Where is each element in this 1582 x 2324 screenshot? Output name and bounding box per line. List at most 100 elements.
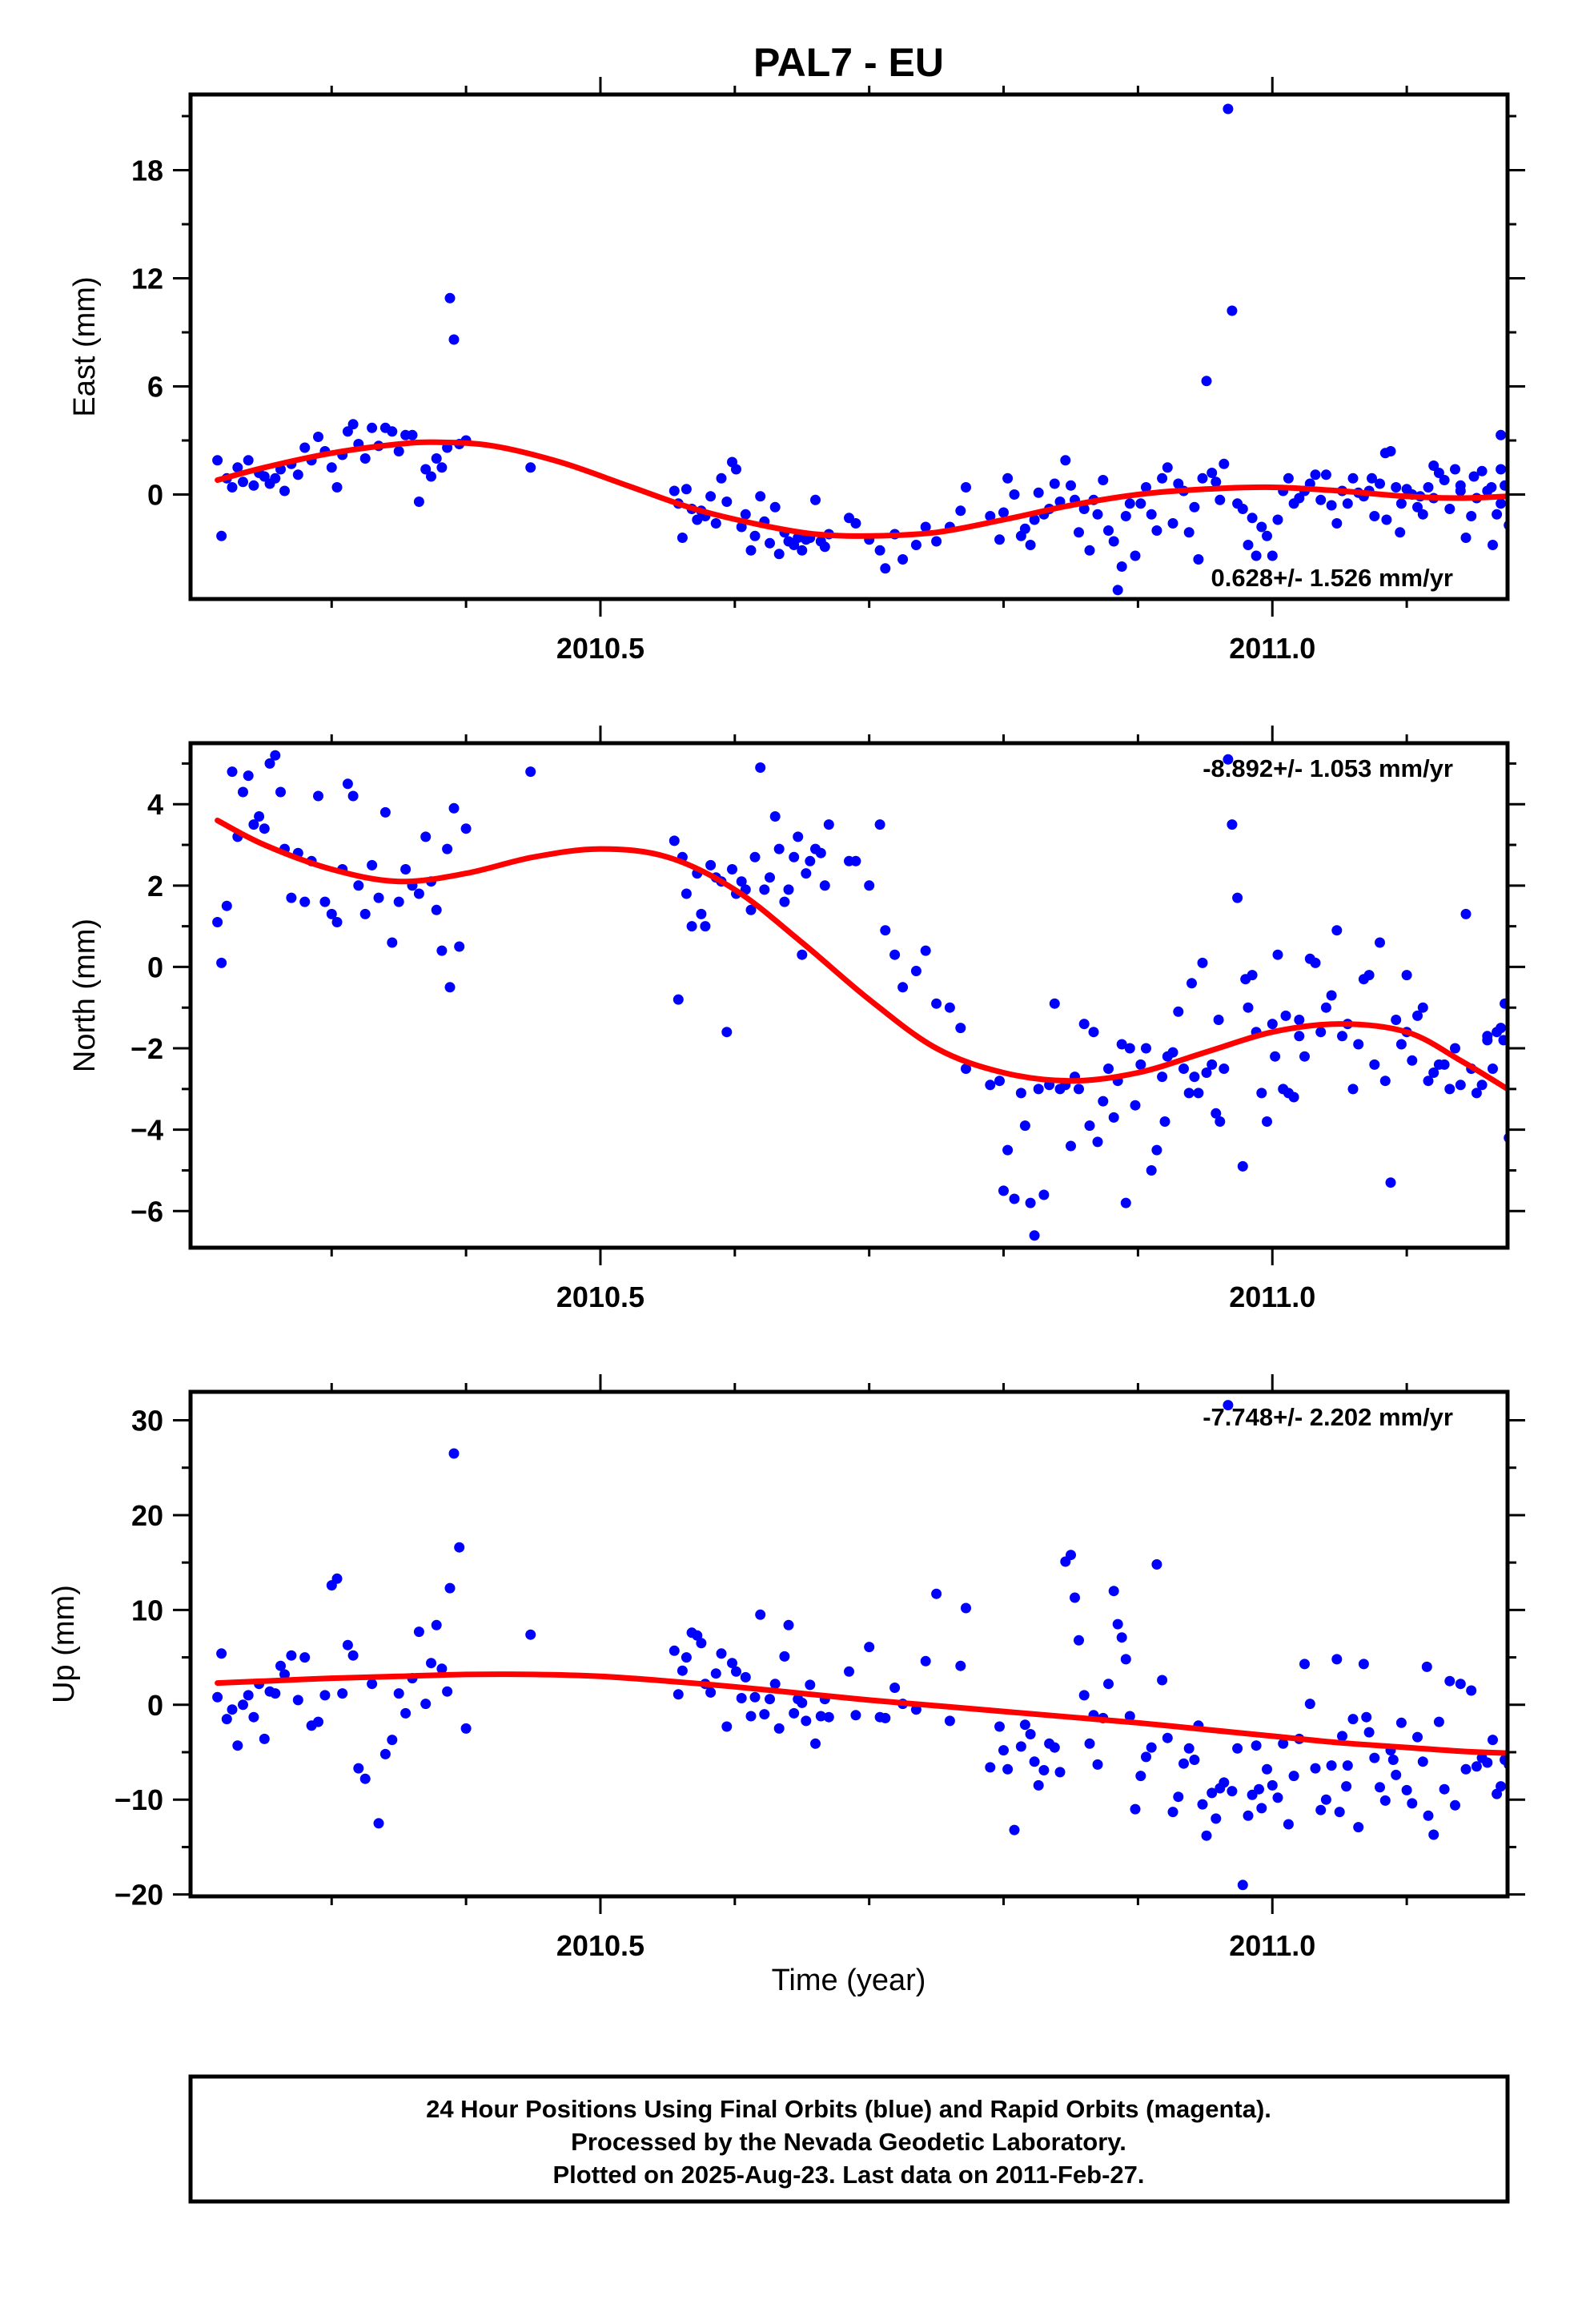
north-data-point — [1375, 937, 1385, 948]
north-data-point — [1460, 908, 1472, 919]
east-data-point — [1272, 514, 1283, 525]
up-data-point — [696, 1638, 707, 1649]
north-data-point — [275, 786, 286, 798]
east-data-point — [810, 494, 821, 505]
up-data-point — [436, 1663, 448, 1675]
east-data-point — [994, 534, 1005, 545]
east-data-point — [238, 476, 248, 488]
up-data-point — [1341, 1781, 1352, 1792]
north-data-point — [319, 896, 331, 907]
up-data-point — [1015, 1741, 1026, 1752]
north-data-point — [413, 888, 424, 899]
north-data-point — [759, 884, 770, 895]
north-data-point — [387, 937, 398, 948]
up-data-point — [373, 1818, 384, 1829]
up-data-point — [379, 1748, 391, 1759]
north-y-tick-label: 4 — [147, 788, 163, 821]
east-data-point — [745, 545, 757, 556]
north-y-tick-label: −4 — [130, 1114, 163, 1147]
north-data-point — [1183, 1088, 1195, 1099]
up-data-point — [1444, 1675, 1456, 1687]
north-data-point — [1178, 1063, 1189, 1074]
north-data-point — [313, 790, 323, 802]
north-data-point — [1294, 1031, 1305, 1042]
north-data-point — [1337, 1031, 1347, 1042]
east-data-point — [212, 455, 223, 466]
up-data-point — [805, 1679, 816, 1691]
up-data-point — [227, 1704, 238, 1715]
east-data-point — [955, 505, 966, 517]
east-data-point — [216, 530, 227, 541]
north-data-point — [1009, 1193, 1020, 1204]
footer-line-1: 24 Hour Positions Using Final Orbits (bl… — [426, 2095, 1271, 2123]
up-data-point — [1033, 1779, 1044, 1791]
east-data-point — [1243, 540, 1254, 550]
east-data-point — [1019, 523, 1030, 534]
up-data-point — [1369, 1752, 1380, 1763]
north-data-point — [353, 880, 364, 891]
north-data-point — [1120, 1197, 1131, 1208]
up-y-tick-label: −20 — [114, 1879, 163, 1912]
east-data-point — [1385, 446, 1396, 456]
east-data-point — [331, 482, 343, 493]
north-data-point — [460, 823, 472, 834]
up-data-point — [1256, 1803, 1267, 1814]
east-data-point — [1173, 478, 1184, 489]
north-data-point — [1019, 1120, 1030, 1132]
north-data-point — [1237, 1160, 1248, 1172]
north-data-point — [1124, 1043, 1135, 1054]
north-data-point — [347, 790, 359, 802]
up-data-point — [1251, 1740, 1262, 1751]
up-data-point — [1025, 1729, 1036, 1739]
north-data-point — [259, 823, 270, 834]
north-x-tick-label: 2011.0 — [1229, 1281, 1315, 1313]
north-data-point — [248, 819, 259, 830]
up-data-point — [1326, 1760, 1337, 1771]
east-data-point — [1326, 500, 1337, 511]
up-x-tick-label: 2011.0 — [1229, 1929, 1315, 1962]
north-data-point — [373, 892, 384, 903]
north-data-point — [1002, 1144, 1014, 1156]
up-data-point — [1407, 1798, 1418, 1809]
east-data-point — [413, 497, 424, 507]
up-data-point — [1471, 1761, 1482, 1772]
up-data-point — [1151, 1559, 1162, 1570]
up-data-point — [1283, 1819, 1294, 1830]
north-data-point — [254, 811, 265, 822]
up-data-point — [673, 1689, 684, 1700]
up-data-point — [769, 1679, 781, 1690]
up-data-point — [448, 1448, 460, 1459]
east-data-point — [1116, 561, 1127, 572]
up-data-point — [944, 1715, 955, 1727]
north-data-point — [727, 864, 737, 875]
east-data-point — [347, 419, 359, 430]
north-data-point — [454, 941, 465, 952]
north-data-point — [227, 766, 238, 778]
up-data-point — [1466, 1685, 1477, 1696]
up-data-point — [1334, 1807, 1345, 1818]
east-data-point — [1267, 550, 1278, 561]
east-data-point — [1391, 482, 1402, 493]
up-data-point — [243, 1690, 254, 1701]
east-data-point — [931, 536, 942, 547]
north-data-point — [823, 819, 834, 830]
up-data-point — [1084, 1738, 1095, 1749]
north-data-point — [1240, 974, 1251, 985]
up-data-point — [420, 1699, 432, 1710]
up-data-point — [1254, 1783, 1264, 1795]
east-data-point — [1219, 458, 1230, 469]
north-data-point — [1108, 1112, 1119, 1123]
up-data-point — [765, 1694, 775, 1705]
north-plot-frame — [188, 741, 1510, 1250]
north-data-point — [1444, 1084, 1456, 1095]
north-y-tick-label: −2 — [130, 1032, 163, 1065]
footer-line-2: Processed by the Nevada Geodetic Laborat… — [571, 2128, 1126, 2156]
north-data-point — [1498, 1035, 1508, 1046]
east-data-point — [1098, 475, 1109, 485]
east-data-point — [1112, 585, 1123, 596]
east-data-point — [1455, 485, 1466, 497]
east-data-point — [1033, 487, 1044, 498]
north-data-point — [686, 921, 697, 932]
east-data-point — [1029, 514, 1040, 525]
up-data-point — [1331, 1654, 1343, 1665]
